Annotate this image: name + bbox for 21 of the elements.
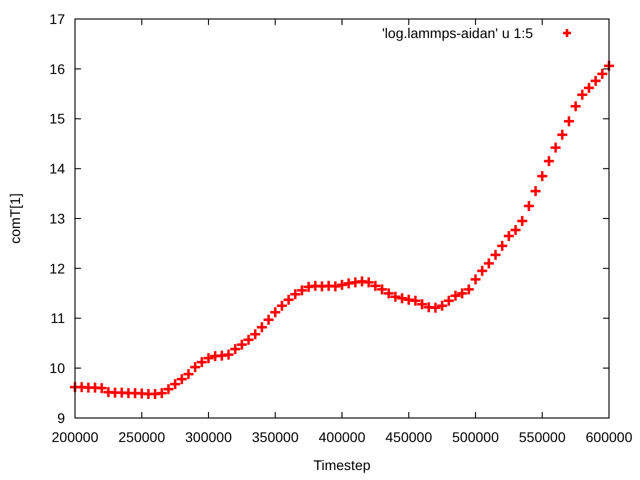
y-tick-label: 13 bbox=[49, 210, 66, 226]
y-tick-label: 15 bbox=[49, 110, 66, 127]
x-tick-label: 300000 bbox=[185, 429, 232, 445]
y-tick-label: 14 bbox=[49, 160, 66, 177]
x-tick-label: 500000 bbox=[452, 429, 500, 445]
x-axis-title: Timestep bbox=[313, 457, 371, 473]
x-tick-label: 400000 bbox=[318, 429, 366, 445]
y-tick-label: 16 bbox=[49, 60, 66, 77]
y-tick-label: 17 bbox=[49, 10, 66, 27]
x-tick-label: 350000 bbox=[252, 429, 299, 445]
x-tick-label: 600000 bbox=[586, 429, 633, 445]
y-tick-label: 10 bbox=[49, 360, 66, 376]
x-tick-label: 250000 bbox=[118, 429, 166, 445]
y-axis-title: comT[1] bbox=[7, 193, 23, 244]
y-tick-label: 12 bbox=[49, 260, 66, 276]
y-tick-label: 9 bbox=[57, 410, 66, 426]
y-tick-label: 11 bbox=[50, 310, 66, 326]
x-tick-label: 550000 bbox=[518, 429, 566, 445]
x-tick-label: 200000 bbox=[52, 429, 99, 445]
x-tick-label: 450000 bbox=[385, 429, 432, 445]
legend-label: 'log.lammps-aidan' u 1:5 bbox=[382, 24, 534, 41]
